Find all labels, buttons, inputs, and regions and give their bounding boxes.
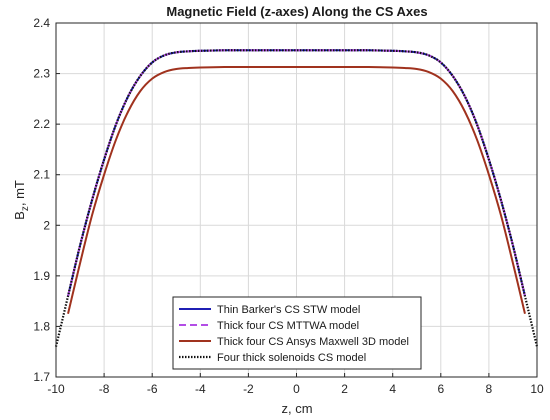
y-tick-label: 2.1 <box>33 168 50 182</box>
y-tick-label: 2.2 <box>33 117 50 131</box>
x-tick-label: -8 <box>99 382 110 396</box>
y-tick-label: 1.8 <box>33 319 50 333</box>
series-layer <box>54 49 539 347</box>
y-tick-label: 1.7 <box>33 370 50 384</box>
legend-label: Thick four CS MTTWA model <box>217 320 359 332</box>
x-tick-label: -4 <box>195 382 206 396</box>
y-axis-label-sub: z <box>20 206 31 211</box>
x-tick-label: -10 <box>47 382 65 396</box>
y-tick-label: 2.3 <box>33 67 50 81</box>
x-tick-label: 8 <box>486 382 493 396</box>
y-axis-label-rest: , mT <box>12 180 27 206</box>
x-tick-label: -6 <box>147 382 158 396</box>
legend-label: Thin Barker's CS STW model <box>217 304 360 316</box>
x-tick-label: -2 <box>243 382 254 396</box>
y-axis-label-main: B <box>12 211 27 220</box>
y-tick-label: 2.4 <box>33 16 50 30</box>
y-axis-label: Bz, mT <box>12 180 31 220</box>
legend-box <box>172 296 422 370</box>
axes: -10 -8 -6 -4 -2 0 2 4 6 8 10 1.7 1.8 1.9 2 2.1 2.2 2.3 2.4 <box>33 16 544 396</box>
x-axis-label: z, cm <box>281 401 312 416</box>
legend-label: Four thick solenoids CS model <box>217 352 366 364</box>
legend: Thin Barker's CS STW model Thick four CS … <box>172 296 422 370</box>
x-tick-label: 0 <box>293 382 300 396</box>
y-tick-label: 1.9 <box>33 269 50 283</box>
x-tick-label: 6 <box>437 382 444 396</box>
x-tick-label: 10 <box>530 382 544 396</box>
legend-label: Thick four CS Ansys Maxwell 3D model <box>217 336 409 348</box>
series-line-thick-four-cs-ansys-maxwell-3d-model <box>67 65 526 315</box>
y-tick-label: 2 <box>43 218 50 232</box>
x-tick-label: 2 <box>341 382 348 396</box>
chart-title: Magnetic Field (z-axes) Along the CS Axe… <box>166 4 427 19</box>
x-tick-label: 4 <box>389 382 396 396</box>
